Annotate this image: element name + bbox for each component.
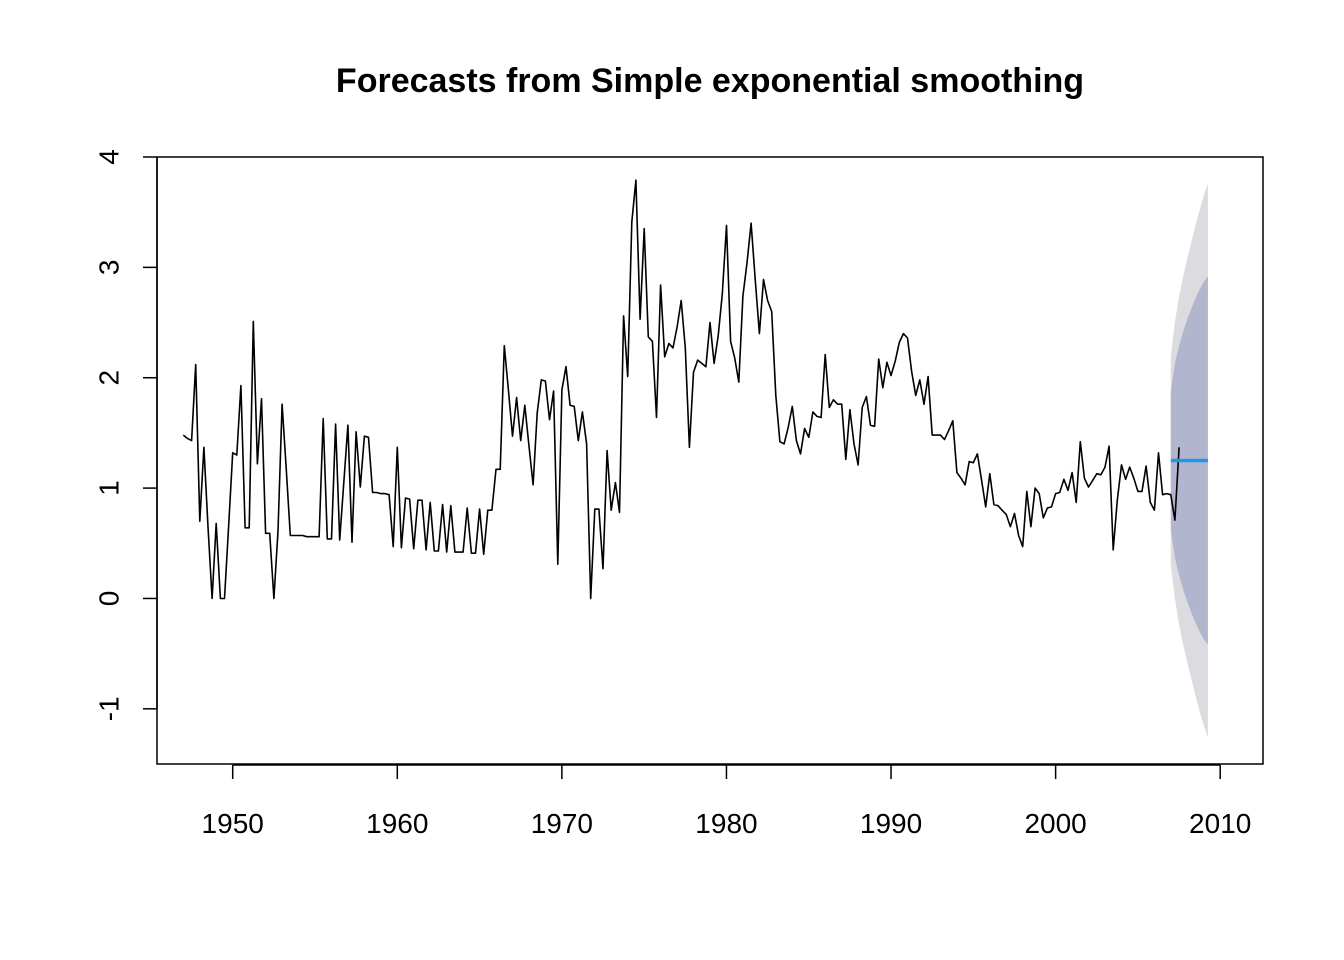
chart-title: Forecasts from Simple exponential smooth… [336, 62, 1084, 100]
y-tick-label: -1 [94, 696, 125, 721]
y-tick-label: 2 [94, 370, 125, 386]
x-tick-label: 1980 [695, 808, 757, 839]
x-tick-label: 1990 [860, 808, 922, 839]
series-layer [182, 179, 1180, 600]
y-tick-label: 4 [94, 149, 125, 165]
x-tick-label: 1970 [531, 808, 593, 839]
y-axis: -1 0 1 2 3 4 [94, 149, 158, 721]
x-tick-label: 2010 [1189, 808, 1251, 839]
plot-frame [156, 156, 1264, 765]
y-tick-label: 0 [94, 591, 125, 607]
y-tick-label: 3 [94, 260, 125, 276]
x-tick-label: 2000 [1024, 808, 1086, 839]
x-tick-label: 1960 [366, 808, 428, 839]
x-axis: 1950 1960 1970 1980 1990 2000 2010 [202, 764, 1251, 839]
y-tick-label: 1 [94, 480, 125, 496]
series-line-0 [182, 179, 1180, 600]
x-tick-label: 1950 [202, 808, 264, 839]
